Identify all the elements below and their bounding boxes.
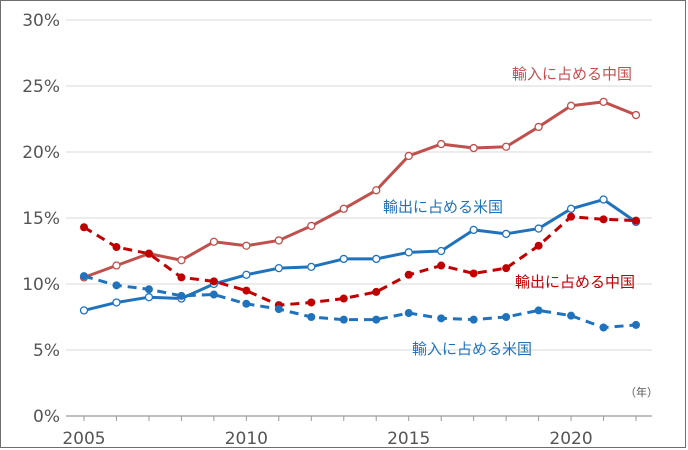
- series-label-2: 輸出に占める中国: [515, 273, 635, 291]
- point-0-2011: [274, 236, 283, 245]
- point-3-2019: [534, 306, 543, 315]
- point-0-2016: [437, 139, 446, 149]
- y-tick-10: 10%: [22, 275, 60, 295]
- point-0-2006: [112, 261, 121, 270]
- point-0-2021: [599, 97, 608, 106]
- point-1-2006: [112, 298, 121, 307]
- point-3-2017: [469, 315, 478, 324]
- x-tick-labels: 2005 2010 2015 2020: [62, 416, 637, 449]
- point-1-2018: [501, 229, 511, 238]
- y-tick-20: 20%: [22, 143, 60, 163]
- point-3-2014: [372, 315, 381, 324]
- point-3-2012: [307, 313, 316, 321]
- point-2-2021: [599, 215, 608, 224]
- point-0-2012: [307, 221, 316, 231]
- point-2-2018: [502, 264, 511, 273]
- point-2-2015: [404, 270, 413, 279]
- point-2-2008: [177, 273, 186, 282]
- point-2-2022: [632, 216, 640, 225]
- point-2-2010: [242, 286, 251, 295]
- point-1-2012: [307, 262, 316, 271]
- point-3-2008: [177, 291, 186, 300]
- point-3-2009: [209, 290, 218, 299]
- point-2-2017: [469, 269, 478, 278]
- point-2-2006: [112, 243, 121, 252]
- point-2-2005: [80, 223, 88, 232]
- point-2-2013: [339, 294, 348, 303]
- x-unit-note: （年）: [625, 385, 658, 399]
- point-1-2011: [274, 264, 283, 273]
- series-lines: [83, 100, 637, 330]
- point-3-2016: [437, 314, 446, 323]
- series-line-1: [83, 198, 637, 312]
- point-2-2009: [209, 277, 218, 286]
- point-0-2018: [501, 142, 511, 151]
- point-3-2020: [567, 311, 576, 320]
- point-1-2007: [144, 293, 154, 302]
- x-tick-2005: 2005: [62, 429, 105, 449]
- point-1-2005: [79, 306, 89, 315]
- point-0-2022: [631, 110, 641, 120]
- point-0-2020: [566, 101, 576, 110]
- point-0-2009: [209, 237, 219, 246]
- point-0-2010: [242, 241, 251, 250]
- y-tick-15: 15%: [22, 209, 60, 229]
- point-0-2013: [339, 204, 348, 213]
- point-1-2021: [599, 195, 608, 204]
- point-3-2005: [80, 272, 88, 281]
- point-2-2007: [144, 249, 153, 258]
- point-1-2015: [404, 248, 413, 257]
- series-markers: [79, 97, 641, 332]
- point-2-2012: [307, 298, 316, 307]
- x-tick-2010: 2010: [225, 429, 268, 449]
- point-0-2008: [177, 256, 186, 265]
- y-tick-labels: 0% 5% 10% 15% 20% 25% 30%: [22, 11, 60, 427]
- point-2-2020: [567, 212, 576, 221]
- series-line-2: [83, 215, 637, 307]
- y-tick-30: 30%: [22, 11, 60, 31]
- point-3-2011: [274, 305, 283, 314]
- x-tick-2015: 2015: [387, 429, 430, 449]
- point-1-2017: [469, 225, 478, 235]
- point-1-2010: [242, 270, 251, 279]
- point-0-2015: [404, 151, 413, 161]
- point-3-2010: [242, 299, 251, 308]
- point-2-2016: [437, 261, 446, 270]
- point-3-2018: [502, 313, 511, 321]
- point-1-2016: [437, 246, 446, 256]
- point-3-2013: [339, 315, 348, 324]
- point-3-2015: [404, 309, 413, 318]
- point-1-2013: [339, 254, 348, 264]
- point-1-2020: [566, 204, 576, 213]
- point-0-2019: [534, 122, 543, 132]
- series-label-3: 輸入に占める米国: [412, 340, 532, 358]
- series-line-3: [83, 274, 637, 330]
- series-label-0: 輸入に占める中国: [512, 65, 632, 83]
- point-0-2017: [469, 143, 478, 153]
- series-line-0: [83, 100, 637, 279]
- point-3-2021: [599, 323, 608, 332]
- y-tick-25: 25%: [22, 77, 60, 97]
- point-1-2019: [534, 224, 543, 233]
- point-3-2007: [144, 285, 153, 294]
- y-tick-5: 5%: [33, 341, 60, 361]
- y-tick-0: 0%: [33, 407, 60, 427]
- point-2-2014: [372, 287, 381, 296]
- point-1-2014: [372, 254, 381, 264]
- point-2-2019: [534, 241, 543, 250]
- x-tick-2020: 2020: [549, 429, 592, 449]
- point-3-2022: [632, 320, 640, 329]
- point-3-2006: [112, 281, 121, 290]
- series-label-1: 輸出に占める米国: [383, 198, 503, 216]
- point-0-2014: [372, 186, 381, 195]
